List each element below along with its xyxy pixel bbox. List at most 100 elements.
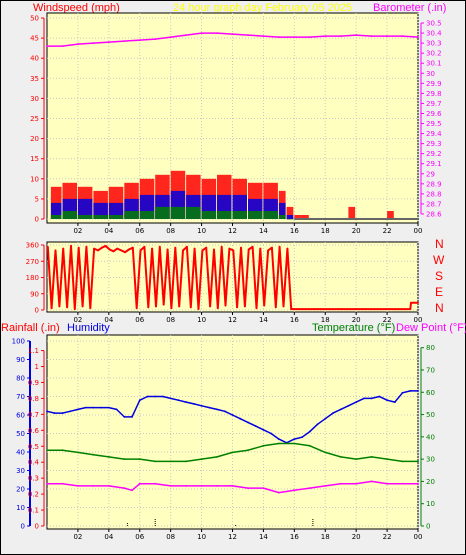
wind-speed-bar (77, 215, 93, 219)
humidity-line-point (131, 416, 133, 418)
rainfall-axis-tick-label: 0 (35, 523, 39, 531)
dew-point-line-point (278, 491, 280, 494)
wind-direction-line-point (166, 248, 169, 251)
dew-point-line-point (131, 489, 133, 492)
wind-direction-line-point (263, 304, 266, 307)
dew-point-line-point (123, 487, 126, 489)
chart-title: 24 hour graph day February 05 2025 (173, 2, 352, 14)
wind-direction-line-point (174, 246, 177, 249)
temperature-line-point (386, 458, 388, 460)
humidity-line-point (339, 408, 342, 411)
wind-direction-line (46, 244, 418, 311)
humidity-line-point (185, 401, 188, 403)
compass-label-e: E (435, 285, 443, 299)
wind-direction-line-point (112, 250, 115, 253)
humidity-percent-axis-tick-label: 30 (16, 467, 25, 475)
wind-direction-line-point (73, 308, 76, 310)
compass-label-n-bottom: N (435, 301, 444, 315)
dew-point-line-point (401, 482, 404, 485)
wind-direction-line-point (271, 246, 273, 249)
windspeed-axis-title: Windspeed (mph) (33, 2, 120, 14)
barometer-axis-title: Barometer (.in) (373, 2, 446, 14)
x-tick-label: 02 (73, 316, 82, 324)
barometer-line-point (324, 35, 327, 37)
barometer-line-point (293, 36, 296, 38)
humidity-line-point (223, 410, 226, 413)
barometer-axis-tick-label: 29.9 (426, 80, 442, 88)
barometer-axis-tick-label: 29.1 (426, 160, 442, 168)
wind-direction-line-point (139, 249, 142, 252)
wind-direction-line-point (355, 308, 358, 310)
temperature-line-point (417, 460, 419, 463)
temperature-line-point (154, 460, 157, 463)
humidity-line-point (146, 395, 149, 398)
temperature-line-point (107, 456, 110, 458)
x-tick-label: 18 (321, 533, 330, 541)
compass-label-w: W (433, 253, 445, 267)
rainfall-axis-tick-label: 0.1 (28, 507, 39, 515)
temperature-line-point (231, 451, 234, 454)
windspeed-axis-tick-label: 15 (30, 155, 39, 163)
barometer-axis-tick-label: 30 (426, 70, 435, 78)
wind-direction-line-point (209, 305, 212, 308)
humidity-line-point (332, 412, 334, 414)
humidity-line-point (138, 399, 141, 402)
humidity-line-point (363, 397, 365, 400)
temperature-axis-title: Temperature (°F) (312, 322, 395, 334)
barometer-axis-tick-label: 28.6 (426, 210, 442, 218)
temperature-line-point (339, 456, 342, 458)
rainfall-axis-tick-label: 0.8 (28, 395, 39, 403)
humidity-line-point (53, 412, 56, 414)
temperature-axis-tick-label: 0 (426, 523, 430, 531)
x-tick-label: 00 (414, 533, 423, 541)
barometer-line-point (216, 32, 218, 34)
wind-direction-line-point (124, 251, 126, 254)
humidity-line-point (417, 390, 419, 392)
temperature-axis-tick-label: 60 (426, 389, 435, 397)
wind-direction-line-point (255, 307, 258, 310)
temperature-line-point (92, 453, 95, 456)
barometer-line-point (200, 32, 203, 34)
barometer-line-point (417, 36, 419, 38)
x-tick-label: 18 (321, 227, 330, 235)
dew-point-line-point (77, 485, 79, 487)
wind-direction-line-point (201, 249, 204, 252)
barometer-line-point (231, 33, 234, 35)
compass-label-s: S (435, 269, 443, 283)
barometer-line-point (262, 35, 265, 37)
wind-panel: 02 04 06 08 10 12 14 16 18 20 22 000510152025303540… (30, 12, 442, 235)
wind-gust-bar (286, 206, 294, 219)
humidity-axis-title: Humidity (67, 322, 110, 334)
dew-point-line-point (247, 487, 249, 489)
temperature-axis-tick-label: 40 (426, 433, 435, 441)
humidity-percent-axis-tick-label: 0 (21, 523, 25, 531)
humidity-line-point (347, 404, 350, 407)
wind-direction-line-point (205, 246, 208, 249)
wind-direction-line-point (224, 304, 227, 307)
humidity-line-point (409, 390, 412, 392)
wind-direction-line-point (189, 306, 192, 309)
x-tick-label: 04 (104, 533, 113, 541)
humidity-line-point (177, 399, 180, 402)
humidity-line-point (162, 395, 164, 398)
humidity-line-point (308, 430, 311, 433)
barometer-line-point (185, 34, 188, 36)
barometer-line-point (247, 34, 249, 36)
rainfall-axis-tick-label: 0.7 (28, 411, 39, 419)
x-tick-label: 12 (228, 533, 237, 541)
barometer-axis-tick-label: 29.5 (426, 120, 442, 128)
wind-average-bar (77, 198, 93, 219)
wind-direction-line-point (236, 306, 239, 309)
windspeed-axis-tick-label: 5 (35, 195, 39, 203)
humidity-line-point (84, 406, 87, 409)
x-tick-label: 00 (414, 227, 423, 235)
barometer-axis-tick-label: 29.2 (426, 150, 442, 158)
humidity-line-point (301, 436, 303, 439)
barometer-line-point (169, 36, 172, 38)
x-tick-label: 06 (135, 533, 144, 541)
humidity-line-point (293, 438, 296, 440)
rainfall-axis-tick-label: 0.4 (28, 459, 40, 467)
humidity-percent-axis-tick-label: 90 (16, 356, 25, 364)
wind-direction-line-point (50, 307, 53, 310)
